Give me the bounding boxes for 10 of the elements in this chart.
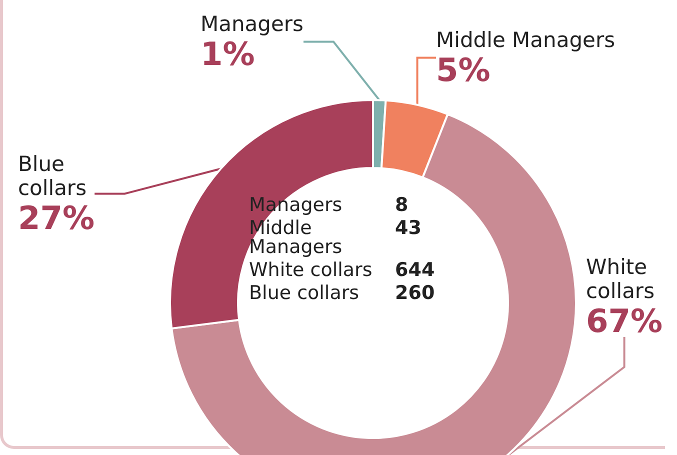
data-label: 1% [200, 35, 255, 73]
slice-label: White collars [586, 255, 655, 303]
slice-label: Blue collars [18, 152, 87, 200]
data-label: 5% [436, 51, 490, 89]
data-label: 67% [586, 302, 663, 340]
text: Blue collars 260 [249, 282, 435, 304]
text: White collars 644 [248, 259, 436, 282]
data-label: 27% [18, 199, 95, 237]
slice-label: Middle Managers [436, 28, 616, 52]
slice-label: Managers [200, 12, 304, 36]
